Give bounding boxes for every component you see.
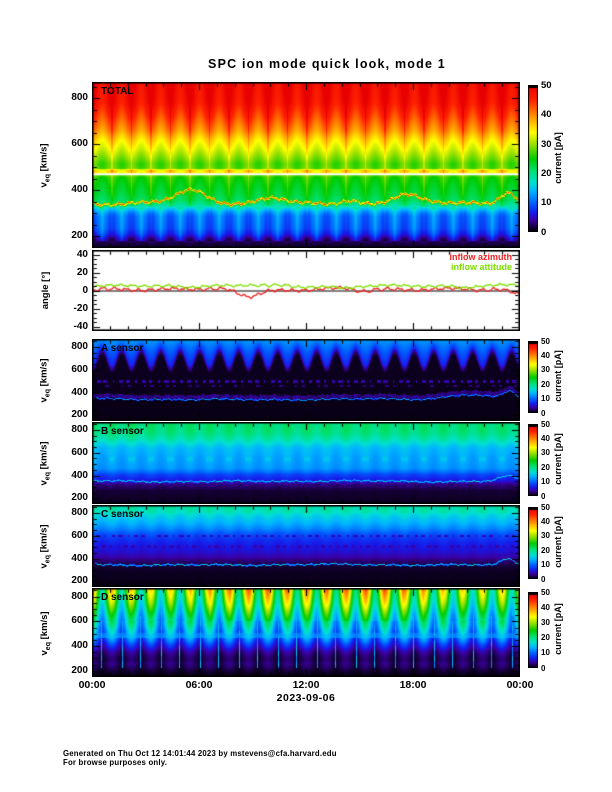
- y-tick-label: 600: [71, 363, 88, 375]
- x-tick-label: 12:00: [292, 679, 320, 691]
- colorbar-tick-label: 50: [541, 336, 550, 346]
- plot-title: SPC ion mode quick look, mode 1: [208, 57, 446, 71]
- y-tick-label: -40: [73, 320, 88, 332]
- y-tick-label: 400: [71, 640, 88, 652]
- y-tick-label: 800: [71, 590, 88, 602]
- colorbar-canvas-a: [528, 341, 538, 413]
- footer-browse-line: For browse purposes only.: [63, 758, 168, 767]
- colorbar-tick-label: 0: [541, 663, 546, 673]
- y-tick-label: 400: [71, 184, 88, 196]
- y-tick-label: -20: [73, 302, 88, 314]
- colorbar-tick-label: 10: [541, 560, 550, 570]
- y-tick-label: 600: [71, 615, 88, 627]
- colorbar-axis-label: current [pA]: [553, 603, 563, 655]
- colorbar-canvas-b: [528, 424, 538, 496]
- colorbar-tick-label: 20: [541, 462, 550, 472]
- colorbar-canvas-d: [528, 592, 538, 668]
- y-tick-label: 800: [71, 340, 88, 352]
- y-axis-label: veq [km/s]: [38, 358, 52, 403]
- colorbar-tick-label: 40: [541, 434, 550, 443]
- colorbar-axis-label: current [pA]: [553, 433, 563, 485]
- y-tick-label: 200: [71, 575, 88, 587]
- x-axis-date-label: 2023-09-06: [276, 692, 336, 704]
- y-tick-label: 800: [71, 506, 88, 518]
- colorbar-tick-label: 0: [541, 408, 546, 418]
- colorbar-tick-label: 50: [541, 502, 550, 512]
- y-tick-label: 20: [76, 266, 88, 278]
- panel-label-a: A sensor: [101, 343, 144, 354]
- c-spectrogram-canvas: [92, 505, 520, 587]
- x-tick-label: 00:00: [78, 679, 106, 691]
- colorbar-tick-label: 40: [541, 602, 550, 612]
- colorbar-axis-label: current [pA]: [553, 350, 563, 402]
- y-tick-label: 200: [71, 409, 88, 421]
- total-spectrogram-canvas: [92, 82, 520, 248]
- colorbar-tick-label: 40: [541, 517, 550, 526]
- panel-label-total: TOTAL: [101, 86, 134, 97]
- legend-inflow-attitude: inflow attitude: [451, 261, 512, 272]
- d-spectrogram-canvas: [92, 588, 520, 677]
- colorbar-tick-label: 30: [541, 448, 550, 458]
- colorbar-tick-label: 10: [541, 648, 550, 658]
- colorbar-tick-label: 50: [541, 587, 550, 597]
- colorbar-tick-label: 50: [541, 419, 550, 429]
- y-tick-label: 600: [71, 446, 88, 458]
- colorbar-tick-label: 0: [541, 491, 546, 501]
- panel-label-d: D sensor: [101, 592, 144, 603]
- colorbar-tick-label: 0: [541, 574, 546, 584]
- legend-inflow-azimuth: inflow azimuth: [449, 252, 513, 262]
- colorbar-tick-label: 30: [541, 618, 550, 627]
- colorbar-tick-label: 20: [541, 545, 550, 555]
- colorbar-tick-label: 50: [541, 79, 552, 91]
- y-tick-label: 600: [71, 138, 88, 150]
- panel-label-b: B sensor: [101, 426, 144, 437]
- colorbar-tick-label: 0: [541, 226, 547, 238]
- y-tick-label: 600: [71, 529, 88, 541]
- colorbar-axis-label: current [pA]: [553, 516, 563, 568]
- y-tick-label: 800: [71, 92, 88, 104]
- colorbar-tick-label: 20: [541, 379, 550, 389]
- a-spectrogram-canvas: [92, 339, 520, 421]
- colorbar-tick-label: 10: [541, 477, 550, 487]
- colorbar-tick-label: 40: [541, 351, 550, 360]
- y-tick-label: 400: [71, 552, 88, 564]
- panel-label-c: C sensor: [101, 509, 144, 520]
- colorbar-tick-label: 20: [541, 167, 552, 179]
- y-tick-label: 200: [71, 664, 88, 676]
- y-tick-label: 200: [71, 492, 88, 504]
- y-tick-label: 400: [71, 469, 88, 481]
- x-tick-label: 00:00: [506, 679, 534, 691]
- x-tick-label: 06:00: [185, 679, 213, 691]
- y-axis-label: veq [km/s]: [38, 524, 52, 569]
- y-tick-label: 400: [71, 386, 88, 398]
- y-tick-label: 40: [76, 248, 88, 260]
- b-spectrogram-canvas: [92, 422, 520, 504]
- y-axis-label: angle [°]: [39, 271, 51, 309]
- colorbar-axis-label: current [pA]: [553, 131, 563, 184]
- y-tick-label: 800: [71, 423, 88, 435]
- colorbar-tick-label: 30: [541, 531, 550, 541]
- angle-plot-canvas: [92, 250, 520, 331]
- colorbar-tick-label: 10: [541, 394, 550, 404]
- y-tick-label: 200: [71, 230, 88, 242]
- y-axis-label: veq [km/s]: [38, 610, 52, 655]
- x-tick-label: 18:00: [399, 679, 427, 691]
- y-axis-label: veq [km/s]: [38, 441, 52, 486]
- footer-generated-line: Generated on Thu Oct 12 14:01:44 2023 by…: [63, 749, 337, 758]
- colorbar-tick-label: 20: [541, 633, 550, 643]
- colorbar-tick-label: 10: [541, 197, 552, 209]
- colorbar-canvas-c: [528, 507, 538, 579]
- y-axis-label: veq [km/s]: [38, 143, 52, 188]
- y-tick-label: 0: [82, 284, 88, 296]
- colorbar-tick-label: 30: [541, 365, 550, 375]
- colorbar-tick-label: 30: [541, 138, 552, 150]
- colorbar-tick-label: 40: [541, 109, 552, 121]
- colorbar-canvas-total: [528, 85, 538, 232]
